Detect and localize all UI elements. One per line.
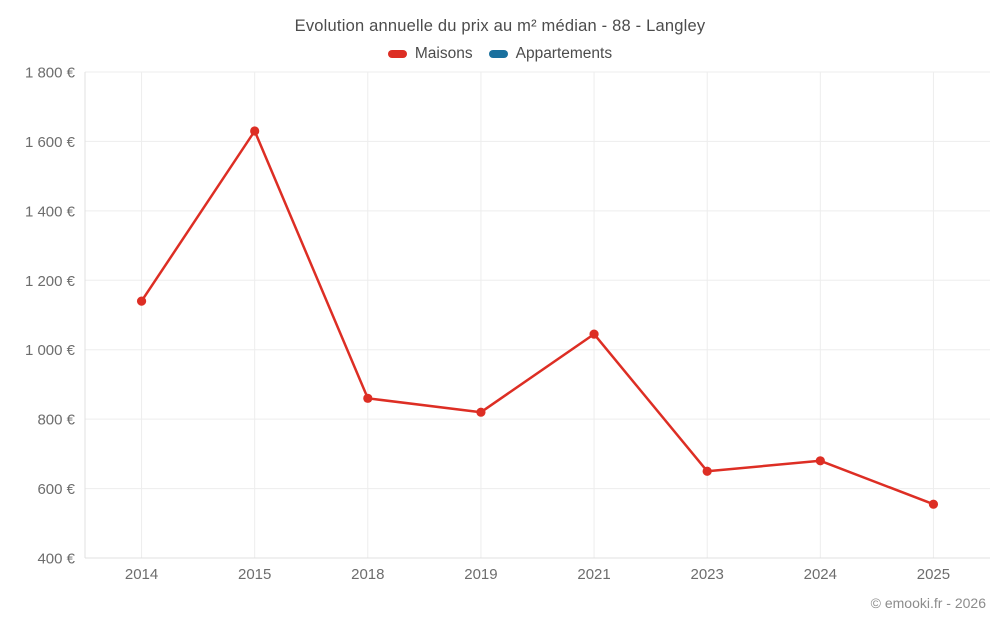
y-axis-tick-label: 400 € — [37, 551, 75, 568]
y-axis-tick-label: 1 600 € — [25, 134, 76, 151]
x-axis-tick-label: 2021 — [577, 566, 610, 583]
data-point-maisons-2014[interactable] — [136, 296, 147, 306]
y-axis-tick-label: 1 800 € — [25, 65, 76, 82]
legend-label-maisons: Maisons — [414, 45, 473, 62]
copyright-credit: © emooki.fr - 2026 — [870, 595, 986, 611]
x-axis-tick-label: 2014 — [125, 566, 158, 583]
legend: Maisons Appartements — [0, 45, 1000, 63]
y-axis-tick-label: 1 200 € — [25, 273, 76, 290]
data-point-maisons-2015[interactable] — [250, 126, 260, 136]
data-point-maisons-2023[interactable] — [702, 466, 712, 476]
y-axis-tick-label: 1 400 € — [25, 203, 76, 220]
legend-swatch-appartements-icon — [488, 50, 508, 58]
data-point-maisons-2019[interactable] — [476, 407, 486, 417]
x-axis-tick-label: 2023 — [691, 566, 724, 583]
y-axis-tick-label: 1 000 € — [25, 342, 76, 359]
legend-swatch-maisons-icon — [387, 50, 407, 58]
legend-label-appartements: Appartements — [515, 45, 613, 62]
legend-item-appartements[interactable]: Appartements — [488, 45, 613, 63]
x-axis-tick-label: 2019 — [464, 566, 497, 583]
x-axis-tick-label: 2025 — [917, 566, 950, 583]
series-line-maisons — [140, 129, 935, 506]
x-axis-tick-label: 2015 — [238, 566, 271, 583]
y-axis-tick-label: 800 € — [37, 412, 75, 429]
chart-title: Evolution annuelle du prix au m² médian … — [294, 17, 706, 35]
x-axis-tick-label: 2018 — [351, 566, 384, 583]
x-axis-tick-label: 2024 — [804, 566, 837, 583]
data-point-maisons-2024[interactable] — [815, 456, 825, 466]
legend-item-maisons[interactable]: Maisons — [387, 45, 473, 63]
data-point-maisons-2025[interactable] — [928, 499, 939, 509]
data-point-maisons-2018[interactable] — [363, 393, 373, 403]
data-point-maisons-2021[interactable] — [589, 329, 599, 339]
y-axis-tick-label: 600 € — [37, 481, 75, 498]
